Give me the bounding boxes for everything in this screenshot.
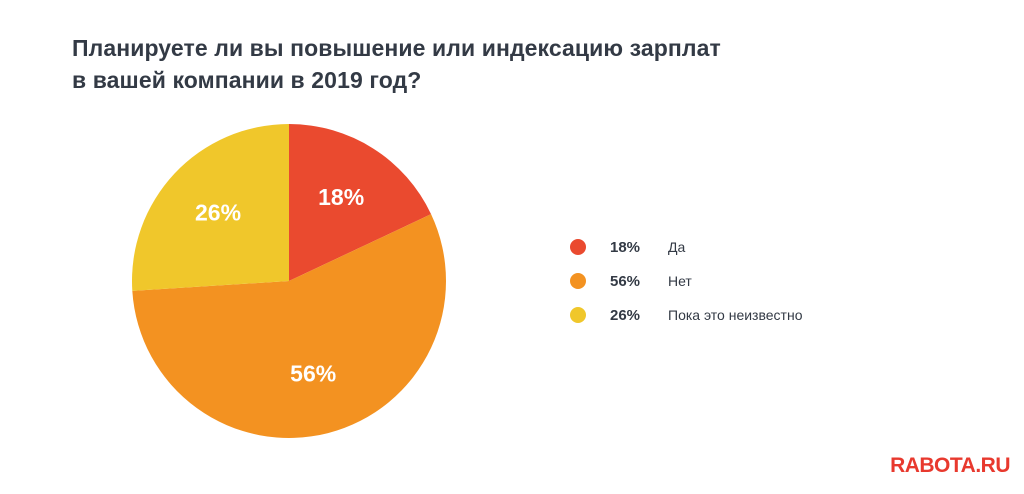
legend-label: Пока это неизвестно	[668, 307, 803, 323]
pie-slice-unknown	[132, 124, 289, 291]
legend-item-net: 56% Нет	[570, 264, 870, 298]
chart-title-line-1: Планируете ли вы повышение или индексаци…	[72, 35, 721, 61]
legend-swatch	[570, 239, 586, 255]
brand-logo: RABOTA.RU	[890, 454, 1010, 477]
pie-label-net: 56%	[290, 360, 336, 386]
pie-slice-net	[132, 214, 446, 438]
pie-label-da: 18%	[318, 184, 364, 210]
legend-item-da: 18% Да	[570, 230, 870, 264]
legend-item-unknown: 26% Пока это неизвестно	[570, 298, 870, 332]
legend-value: 26%	[610, 306, 641, 324]
pie-label-unknown: 26%	[195, 199, 241, 225]
pie-slice-da	[289, 124, 432, 281]
legend-value: 18%	[610, 238, 641, 256]
legend-swatch	[570, 273, 586, 289]
chart-title: Планируете ли вы повышение или индексаци…	[72, 32, 792, 96]
legend-label: Нет	[668, 273, 692, 289]
legend: 18% Да 56% Нет 26% Пока это неизвестно	[570, 230, 870, 332]
legend-swatch	[570, 307, 586, 323]
legend-label: Да	[668, 239, 686, 255]
chart-title-line-2: в вашей компании в 2019 год?	[72, 67, 422, 93]
legend-value: 56%	[610, 272, 641, 290]
